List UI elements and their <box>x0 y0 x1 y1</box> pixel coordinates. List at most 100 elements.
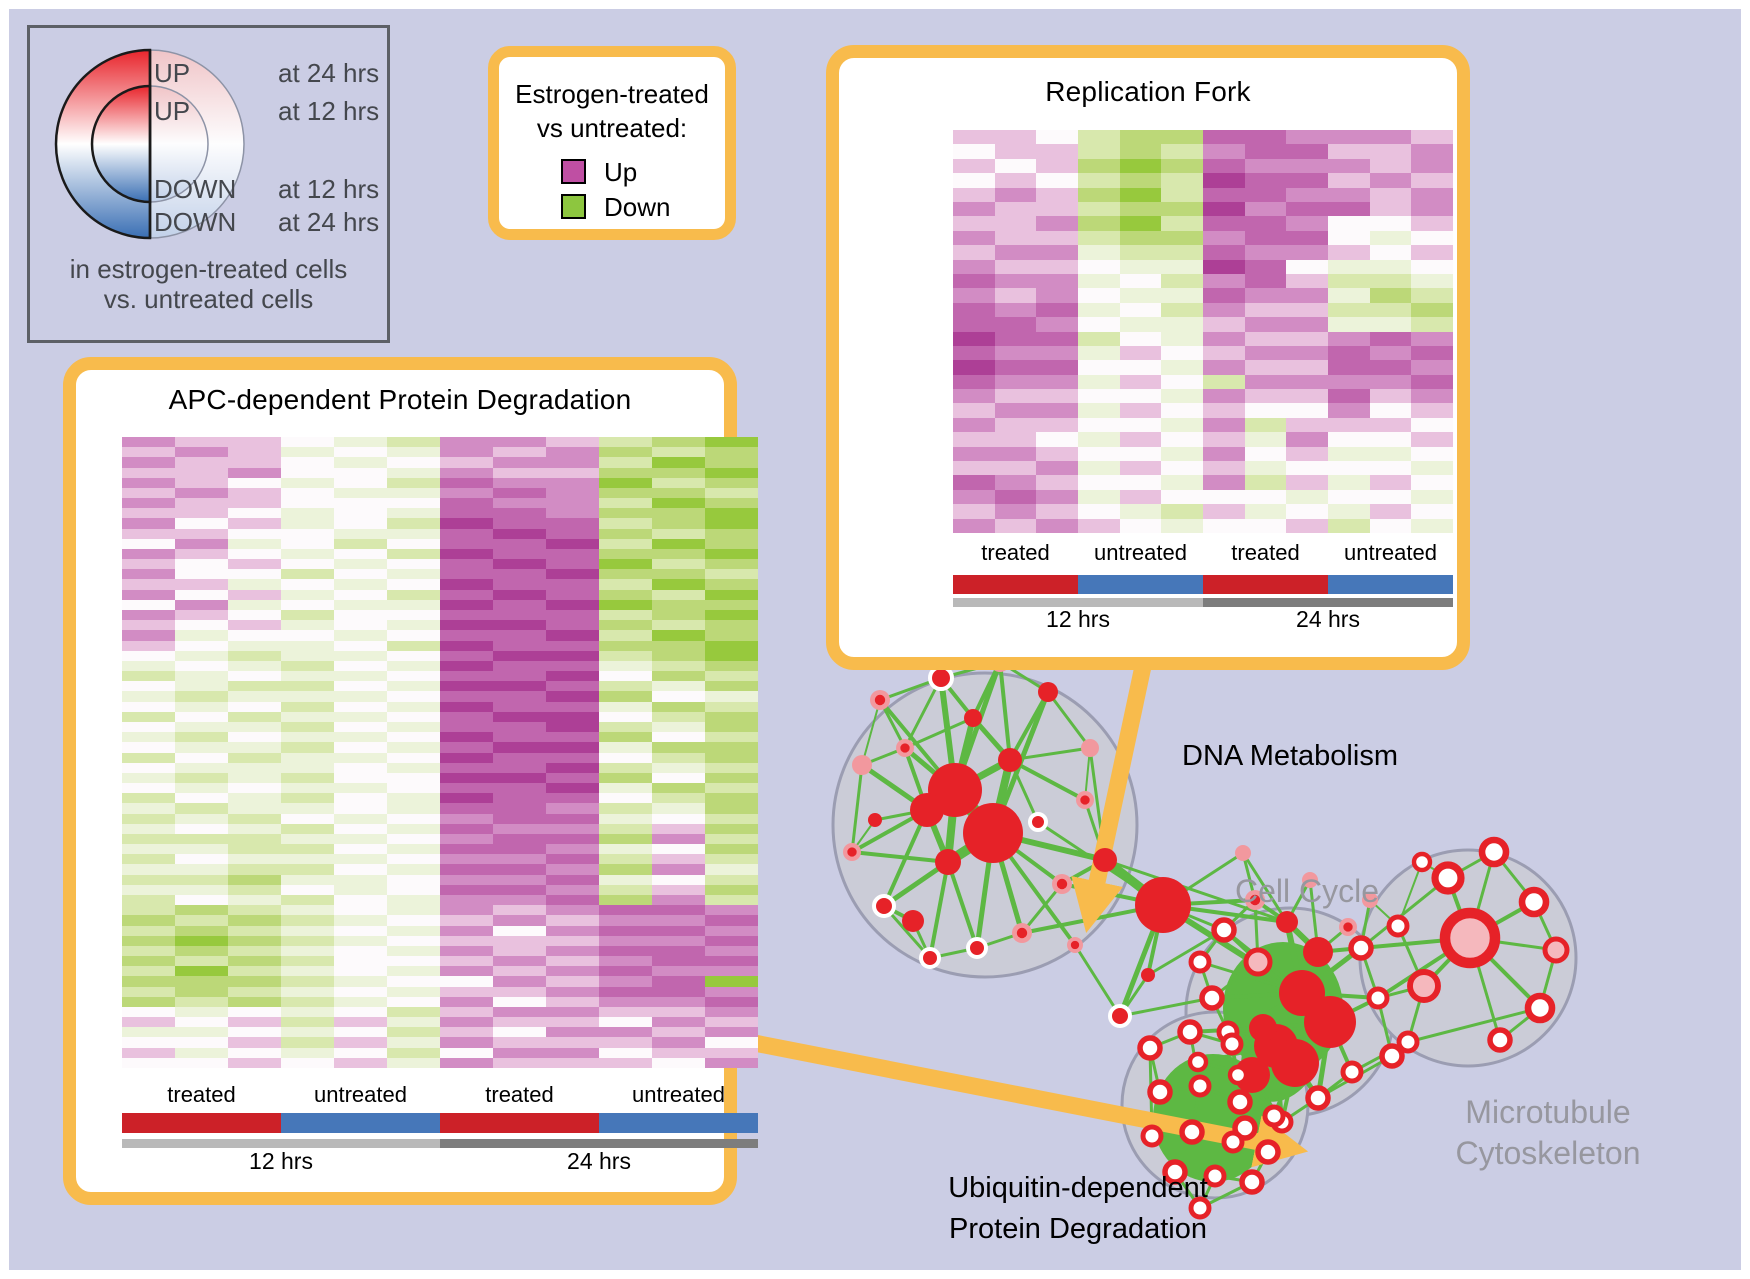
heatmap-cell <box>440 884 493 895</box>
heatmap-cell <box>1411 461 1453 476</box>
heatmap-cell <box>334 1017 387 1028</box>
heatmap-cell <box>705 742 758 753</box>
heatmap-cell <box>281 498 334 509</box>
heatmap-cell <box>1161 461 1203 476</box>
heatmap-cell <box>1411 216 1453 231</box>
heatmap-cell <box>228 640 281 651</box>
heatmap-cell <box>953 317 995 332</box>
heatmap-cell <box>387 833 440 845</box>
heatmap-cell <box>705 447 758 458</box>
heatmap-cell <box>493 508 546 519</box>
legend-up-label: Up <box>604 157 638 187</box>
heatmap-cell <box>334 650 387 661</box>
heatmap-cell <box>599 467 652 478</box>
gene-node-red-ring <box>1140 1124 1164 1148</box>
heatmap-cell <box>1078 317 1120 332</box>
heatmap-cell <box>1369 259 1412 274</box>
heatmap-cell <box>281 437 334 448</box>
heatmap-cell <box>546 711 599 722</box>
heatmap-cell <box>440 640 493 651</box>
heatmap-cell <box>705 467 758 478</box>
heatmap-cell <box>1328 302 1370 318</box>
heatmap-cell <box>440 721 493 733</box>
heatmap-cell <box>281 518 334 529</box>
heatmap-cell <box>705 752 758 763</box>
heatmap-cell <box>652 772 705 784</box>
heatmap-cell <box>1119 273 1162 289</box>
heatmap-cell <box>281 966 334 977</box>
heatmap-cell <box>334 742 387 753</box>
heatmap-cell <box>652 671 705 682</box>
heatmap-cell <box>228 447 281 458</box>
heatmap-cell <box>546 742 599 753</box>
heatmap-cell <box>1286 302 1328 318</box>
heatmap-cell <box>1244 216 1287 231</box>
heatmap-cell <box>652 640 705 651</box>
heatmap-cell <box>440 630 493 641</box>
network-cluster-label: Cell Cycle <box>1234 873 1380 910</box>
heatmap-cell <box>546 854 599 865</box>
heatmap-cell <box>122 1047 175 1058</box>
heatmap-cell <box>652 528 705 539</box>
heatmap-cell <box>652 437 705 448</box>
heatmap-cell <box>705 671 758 682</box>
heatmap-cell <box>705 610 758 621</box>
heatmap-cell <box>1244 389 1287 404</box>
heatmap-cell <box>994 417 1037 433</box>
heatmap-cell <box>228 620 281 631</box>
heatmap-cell <box>599 833 652 845</box>
heatmap-cell <box>334 487 387 499</box>
heatmap-cell <box>281 925 334 936</box>
heatmap-cell <box>599 477 652 488</box>
heatmap-cell <box>953 432 995 447</box>
heatmap-cell <box>493 894 546 906</box>
heatmap-cell <box>175 813 228 824</box>
heatmap-cell <box>387 498 440 509</box>
heatmap-cell <box>1203 173 1245 188</box>
heatmap-cell <box>1286 331 1328 346</box>
heatmap-cell <box>281 772 334 784</box>
heatmap-cell <box>1078 230 1120 246</box>
gene-node-red-ring <box>1340 1060 1364 1084</box>
heatmap-cell <box>953 461 995 476</box>
heatmap-cell <box>122 793 175 804</box>
network-edge <box>971 660 1002 720</box>
heatmap-cell <box>705 864 758 875</box>
heatmap-cell <box>122 1057 175 1068</box>
heatmap-cell <box>546 569 599 580</box>
heatmap-cell <box>440 915 493 926</box>
heatmap-cell <box>1036 417 1078 433</box>
heatmap-cell <box>281 1017 334 1028</box>
heatmap-cell <box>1286 273 1328 289</box>
key-time-24b: at 24 hrs <box>278 207 380 237</box>
heatmap-cell <box>953 504 995 519</box>
heatmap-cell <box>1119 417 1162 433</box>
heatmap-cell <box>599 589 652 600</box>
heatmap-cell <box>1161 317 1203 332</box>
heatmap-cell <box>493 935 546 946</box>
heatmap-cell <box>228 1037 281 1048</box>
heatmap-cell <box>1036 331 1078 346</box>
heatmap-cell <box>1411 446 1453 462</box>
heatmap-cell <box>122 905 175 916</box>
heatmap-cell <box>440 823 493 834</box>
heatmap-cell <box>1328 374 1370 390</box>
heatmap-cell <box>652 1037 705 1048</box>
heatmap-cell <box>546 884 599 895</box>
heatmap-cell <box>1244 273 1287 289</box>
heatmap-cell <box>493 844 546 855</box>
heatmap-cell <box>228 477 281 488</box>
heatmap-cell <box>1369 144 1412 159</box>
heatmap-cell <box>1411 173 1453 188</box>
heatmap-cell <box>440 996 493 1007</box>
heatmap-cell <box>1078 360 1120 375</box>
heatmap-cell <box>493 1006 546 1018</box>
heatmap-cell <box>281 945 334 957</box>
heatmap-cell <box>705 1057 758 1068</box>
network-edge <box>998 660 1012 762</box>
heatmap-cell <box>1369 446 1412 462</box>
heatmap-cell <box>387 589 440 600</box>
gene-node-red <box>1271 1039 1319 1087</box>
heatmap-cell <box>334 874 387 885</box>
heatmap-cell <box>1244 331 1287 346</box>
